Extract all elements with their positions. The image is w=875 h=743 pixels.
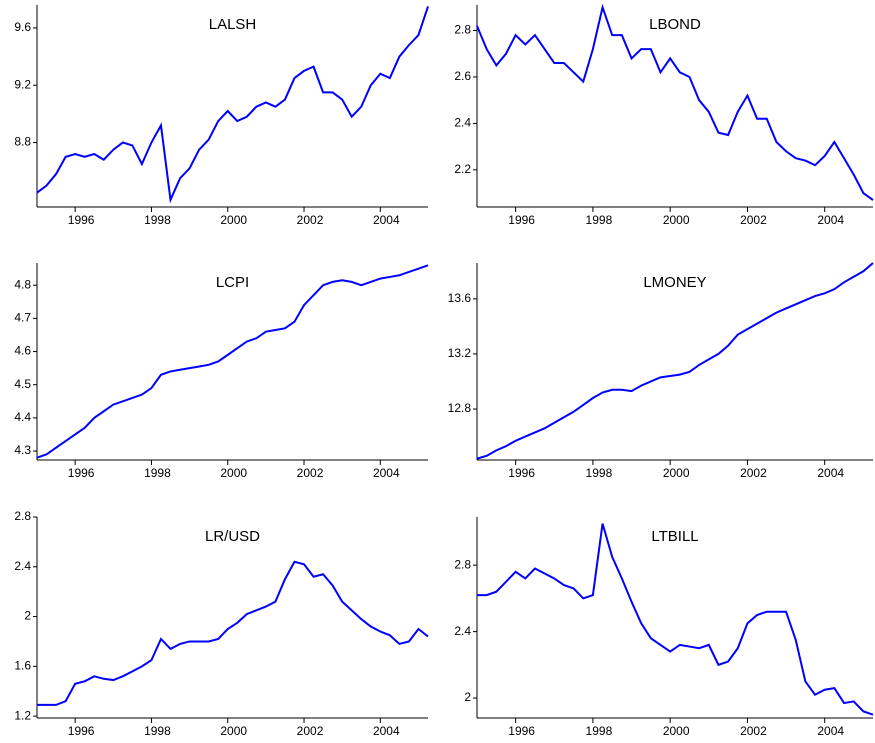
y-tick-label: 1.6 bbox=[14, 659, 31, 673]
x-tick-label: 1996 bbox=[508, 724, 535, 738]
x-tick-label: 2000 bbox=[663, 213, 690, 227]
x-tick-label: 1996 bbox=[68, 466, 95, 480]
x-tick-label: 2002 bbox=[297, 213, 324, 227]
x-tick-label: 1996 bbox=[508, 213, 535, 227]
x-tick-label: 2000 bbox=[220, 724, 247, 738]
y-tick-label: 1.2 bbox=[14, 708, 31, 722]
y-tick-label: 2.2 bbox=[454, 162, 471, 176]
y-tick-label: 2 bbox=[464, 690, 471, 704]
x-tick-label: 2002 bbox=[740, 466, 767, 480]
y-tick-label: 2 bbox=[24, 609, 31, 623]
y-tick-label: 2.8 bbox=[454, 23, 471, 37]
y-tick-label: 2.4 bbox=[14, 559, 31, 573]
series-line bbox=[36, 6, 429, 204]
x-tick-label: 2004 bbox=[373, 466, 400, 480]
series-line bbox=[477, 523, 874, 716]
series-line bbox=[476, 262, 874, 460]
x-tick-label: 2002 bbox=[740, 724, 767, 738]
series-line bbox=[37, 560, 429, 706]
y-tick-label: 13.6 bbox=[448, 291, 472, 305]
y-tick-label: 2.4 bbox=[454, 116, 471, 130]
x-tick-label: 2004 bbox=[373, 213, 400, 227]
panel-title: LBOND bbox=[649, 16, 701, 33]
panel-title: LR/USD bbox=[205, 528, 260, 545]
x-tick-label: 2000 bbox=[663, 724, 690, 738]
y-tick-label: 2.8 bbox=[454, 557, 471, 571]
x-tick-label: 1996 bbox=[68, 724, 95, 738]
y-tick-label: 4.3 bbox=[14, 443, 31, 457]
x-tick-label: 1998 bbox=[144, 724, 171, 738]
x-tick-label: 2000 bbox=[663, 466, 690, 480]
y-tick-label: 12.8 bbox=[448, 401, 472, 415]
panel-title: LALSH bbox=[209, 16, 257, 33]
x-tick-label: 1996 bbox=[68, 213, 95, 227]
x-tick-label: 2000 bbox=[220, 466, 247, 480]
y-tick-label: 8.8 bbox=[14, 135, 31, 149]
series-line bbox=[476, 3, 874, 201]
x-tick-label: 2004 bbox=[373, 724, 400, 738]
y-tick-label: 2.6 bbox=[454, 69, 471, 83]
y-tick-label: 4.7 bbox=[14, 311, 31, 325]
y-tick-label: 2.8 bbox=[14, 509, 31, 523]
x-tick-label: 2002 bbox=[740, 213, 767, 227]
y-tick-label: 4.5 bbox=[14, 377, 31, 391]
panel-title: LTBILL bbox=[651, 528, 698, 545]
y-tick-label: 9.6 bbox=[14, 20, 31, 34]
y-tick-label: 4.4 bbox=[14, 410, 31, 424]
y-tick-label: 2.4 bbox=[454, 624, 471, 638]
y-tick-label: 4.8 bbox=[14, 277, 31, 291]
y-tick-label: 13.2 bbox=[448, 346, 472, 360]
x-tick-label: 1998 bbox=[586, 724, 613, 738]
x-tick-label: 2004 bbox=[817, 724, 844, 738]
panel-title: LCPI bbox=[216, 274, 249, 291]
x-tick-label: 2000 bbox=[220, 213, 247, 227]
series-line bbox=[36, 264, 429, 459]
y-tick-label: 4.6 bbox=[14, 344, 31, 358]
panel-title: LMONEY bbox=[643, 274, 706, 291]
x-tick-label: 1998 bbox=[586, 466, 613, 480]
x-tick-label: 1998 bbox=[144, 213, 171, 227]
x-tick-label: 2002 bbox=[297, 724, 324, 738]
x-tick-label: 1998 bbox=[144, 466, 171, 480]
y-tick-label: 9.2 bbox=[14, 77, 31, 91]
x-tick-label: 2002 bbox=[297, 466, 324, 480]
x-tick-label: 1996 bbox=[508, 466, 535, 480]
x-tick-label: 2004 bbox=[817, 466, 844, 480]
x-tick-label: 2004 bbox=[817, 213, 844, 227]
x-tick-label: 1998 bbox=[586, 213, 613, 227]
